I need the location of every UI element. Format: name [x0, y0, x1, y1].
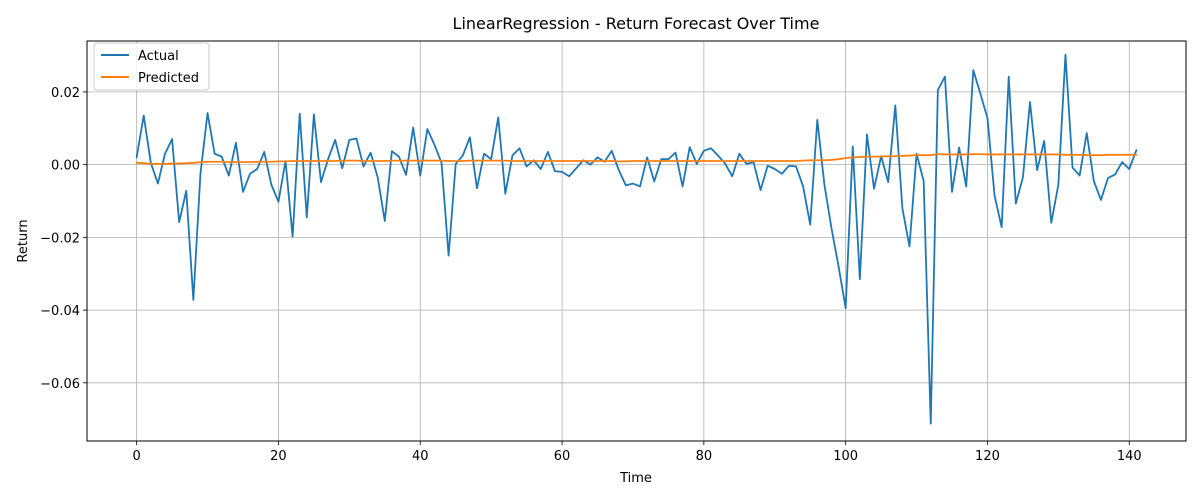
grid-lines: [87, 41, 1186, 441]
y-tick-label: −0.04: [40, 304, 80, 319]
y-tick-label: 0.02: [51, 86, 80, 101]
x-tick-label: 20: [270, 449, 287, 464]
legend-label-actual: Actual: [138, 49, 179, 64]
series-line-actual: [135, 53, 1138, 425]
x-tick-label: 120: [975, 449, 1000, 464]
y-tick-label: 0.00: [51, 159, 80, 174]
x-axis-ticks: 0 20 40 60 80 100 120 140: [132, 441, 1142, 464]
x-tick-label: 100: [833, 449, 858, 464]
x-axis-label: Time: [619, 471, 652, 486]
legend: Actual Predicted: [93, 42, 210, 91]
y-tick-label: −0.02: [40, 231, 80, 246]
y-axis-ticks: −0.06 −0.04 −0.02 0.00 0.02: [40, 86, 87, 392]
x-tick-label: 140: [1117, 449, 1142, 464]
y-tick-label: −0.06: [40, 377, 80, 392]
x-tick-label: 40: [412, 449, 429, 464]
series-line-predicted: [135, 153, 1138, 165]
plot-series-group: [135, 53, 1138, 425]
x-tick-label: 60: [554, 449, 571, 464]
x-tick-label: 80: [696, 449, 713, 464]
x-tick-label: 0: [132, 449, 140, 464]
plot-frame: [86, 40, 1187, 442]
legend-label-predicted: Predicted: [138, 71, 199, 86]
chart-title: LinearRegression - Return Forecast Over …: [453, 14, 820, 33]
y-axis-label: Return: [16, 219, 31, 262]
